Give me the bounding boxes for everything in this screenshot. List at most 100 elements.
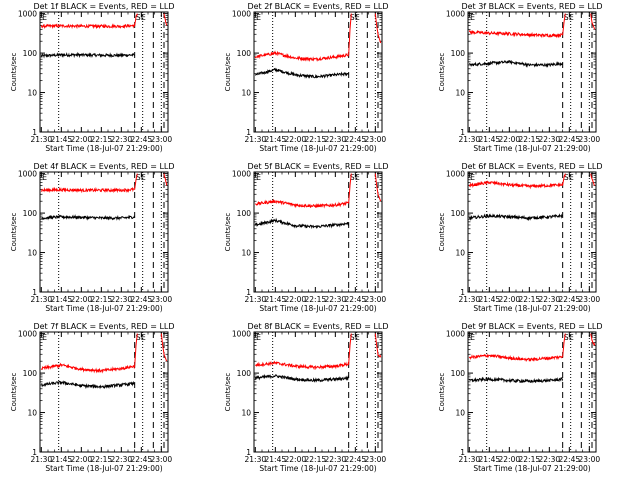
- x-tick-label: 22:00: [285, 455, 307, 464]
- x-tick-label: 22:00: [499, 455, 521, 464]
- x-tick-label: 22:15: [305, 135, 327, 144]
- x-tick-label: 22:30: [539, 135, 561, 144]
- x-tick-label: 22:00: [285, 295, 307, 304]
- x-tick-label: 22:45: [131, 455, 153, 464]
- y-axis-label: Counts/sec: [10, 213, 18, 252]
- x-tick-label: 22:45: [559, 455, 581, 464]
- panel-title: Det 9f BLACK = Events, RED = LLD: [461, 322, 602, 331]
- panel: Det 7f BLACK = Events, RED = LLD 1 10 100 10…: [10, 322, 175, 473]
- y-axis-label: Counts/sec: [10, 373, 18, 412]
- panel: Det 3f BLACK = Events, RED = LLD 1 10 100 10…: [438, 2, 603, 153]
- y-tick-label: 1000: [18, 330, 37, 339]
- x-tick-label: 22:45: [131, 135, 153, 144]
- x-tick-label: 22:30: [539, 455, 561, 464]
- corner-mark-e: E: [470, 13, 475, 22]
- series-line-events: [41, 214, 136, 221]
- series-line-lld: [160, 333, 168, 362]
- series-line-lld: [468, 333, 566, 363]
- x-tick-label: 22:00: [71, 455, 93, 464]
- y-tick-label: 100: [451, 369, 466, 378]
- plot-frame: [467, 11, 597, 133]
- y-tick-label: 1000: [446, 170, 465, 179]
- series-line-lld: [468, 13, 566, 39]
- x-tick-label: 21:45: [265, 455, 287, 464]
- plot-frame: [467, 331, 597, 453]
- corner-mark-e: E: [256, 173, 261, 182]
- x-axis-label: Start Time (18-Jul-07 21:29:00): [259, 464, 376, 473]
- y-tick-label: 1000: [232, 10, 251, 19]
- series-line-events: [254, 373, 350, 383]
- series-line-events: [40, 51, 135, 59]
- series-line-events: [468, 60, 564, 68]
- x-tick-label: 22:15: [91, 295, 113, 304]
- corner-mark-se: SE: [136, 13, 146, 22]
- series-line-events: [468, 213, 563, 222]
- corner-mark-e: E: [256, 333, 261, 342]
- x-axis-label: Start Time (18-Jul-07 21:29:00): [259, 304, 376, 313]
- corner-mark-se: SE: [136, 333, 146, 342]
- x-tick-label: 22:15: [91, 455, 113, 464]
- series-line-events: [254, 67, 349, 79]
- panel-title: Det 6f BLACK = Events, RED = LLD: [461, 162, 602, 171]
- y-tick-label: 100: [451, 209, 466, 218]
- y-axis-label: Counts/sec: [10, 53, 18, 92]
- y-tick-label: 10: [241, 89, 251, 98]
- panel: Det 1f BLACK = Events, RED = LLD 1 10 100 10…: [10, 2, 175, 153]
- y-axis-label: Counts/sec: [438, 213, 446, 252]
- plot-frame: [39, 331, 169, 453]
- y-tick-label: 10: [27, 409, 37, 418]
- x-tick-label: 22:15: [91, 135, 113, 144]
- y-tick-label: 10: [27, 89, 37, 98]
- x-tick-label: 23:00: [151, 455, 173, 464]
- panel-title: Det 3f BLACK = Events, RED = LLD: [461, 2, 602, 11]
- y-axis-label: Counts/sec: [224, 213, 232, 252]
- x-tick-label: 22:15: [519, 455, 541, 464]
- x-tick-label: 22:00: [285, 135, 307, 144]
- y-tick-label: 100: [23, 49, 38, 58]
- y-tick-label: 1000: [18, 170, 37, 179]
- y-tick-label: 100: [237, 369, 252, 378]
- series-line-lld: [40, 13, 138, 30]
- x-tick-label: 22:00: [71, 295, 93, 304]
- series-line-lld: [254, 173, 352, 209]
- x-tick-label: 21:45: [51, 295, 73, 304]
- series-line-events: [254, 217, 350, 230]
- x-tick-label: 23:00: [579, 455, 601, 464]
- series-line-lld: [40, 333, 138, 374]
- y-axis-label: Counts/sec: [438, 373, 446, 412]
- x-tick-label: 21:45: [265, 295, 287, 304]
- x-tick-label: 22:30: [325, 295, 347, 304]
- x-tick-label: 21:30: [31, 455, 53, 464]
- panel-title: Det 4f BLACK = Events, RED = LLD: [33, 162, 174, 171]
- x-tick-label: 22:15: [519, 295, 541, 304]
- x-tick-label: 23:00: [151, 295, 173, 304]
- y-tick-label: 1: [32, 128, 37, 137]
- x-tick-label: 23:00: [365, 295, 387, 304]
- y-axis-label: Counts/sec: [438, 53, 446, 92]
- plot-frame: [253, 11, 383, 133]
- corner-mark-se: SE: [136, 173, 146, 182]
- y-tick-label: 1: [246, 128, 251, 137]
- corner-mark-e: E: [470, 173, 475, 182]
- x-tick-label: 22:00: [71, 135, 93, 144]
- y-tick-label: 1000: [446, 10, 465, 19]
- x-tick-label: 23:00: [365, 455, 387, 464]
- panel-title: Det 7f BLACK = Events, RED = LLD: [33, 322, 174, 331]
- y-tick-label: 100: [451, 49, 466, 58]
- corner-mark-se: SE: [564, 173, 574, 182]
- y-tick-label: 1: [246, 448, 251, 457]
- x-axis-label: Start Time (18-Jul-07 21:29:00): [473, 144, 590, 153]
- panel-title: Det 5f BLACK = Events, RED = LLD: [247, 162, 388, 171]
- x-tick-label: 22:15: [305, 455, 327, 464]
- series-line-lld: [590, 13, 596, 30]
- x-tick-label: 23:00: [151, 135, 173, 144]
- panel: Det 9f BLACK = Events, RED = LLD 1 10 100 10…: [438, 322, 603, 473]
- plot-frame: [39, 171, 169, 293]
- x-tick-label: 21:45: [479, 295, 501, 304]
- y-tick-label: 1: [246, 288, 251, 297]
- x-tick-label: 22:00: [499, 295, 521, 304]
- x-tick-label: 22:00: [499, 135, 521, 144]
- panel-title: Det 2f BLACK = Events, RED = LLD: [247, 2, 388, 11]
- y-tick-label: 100: [23, 369, 38, 378]
- x-axis-label: Start Time (18-Jul-07 21:29:00): [45, 304, 162, 313]
